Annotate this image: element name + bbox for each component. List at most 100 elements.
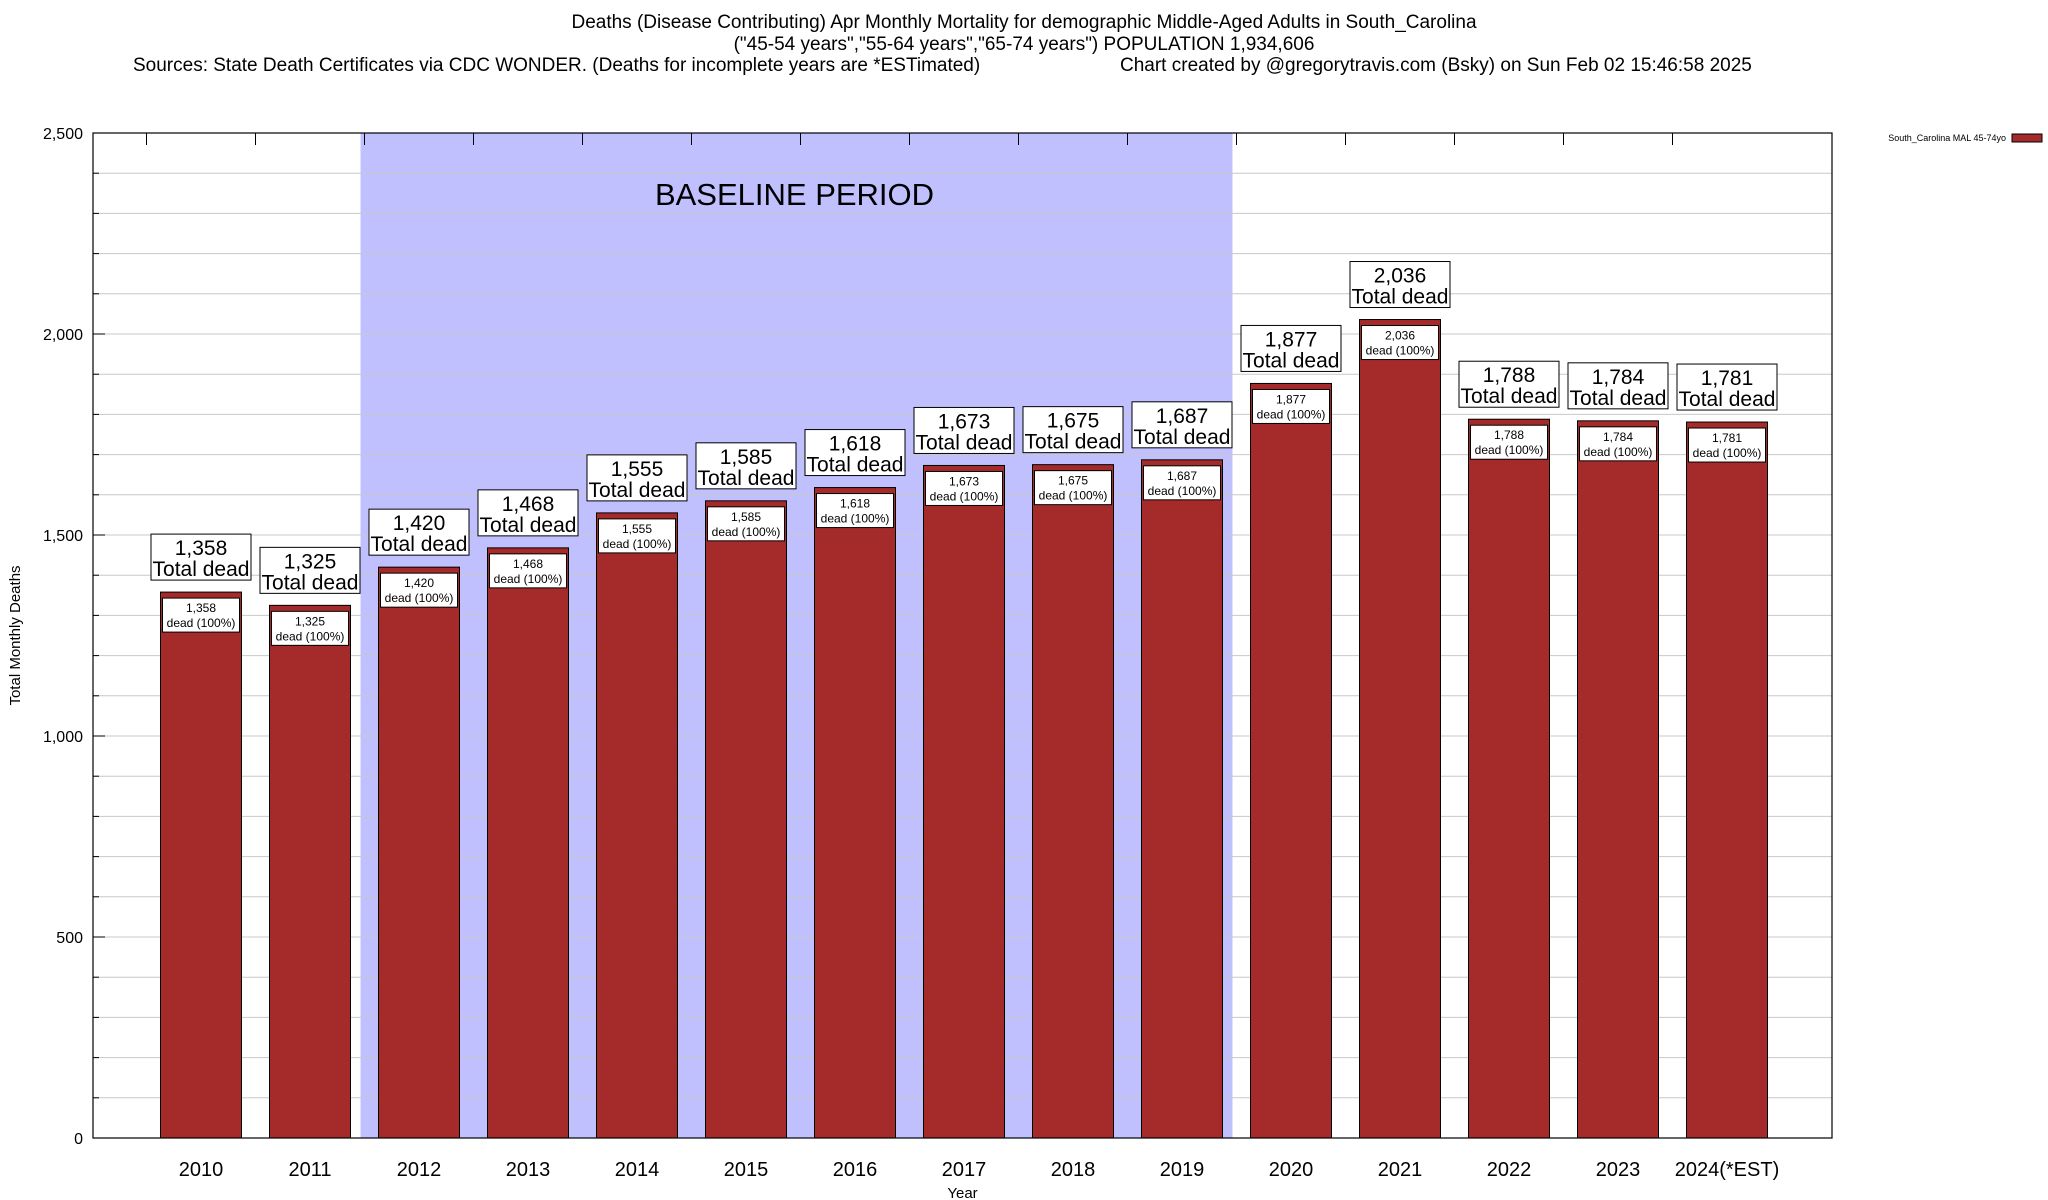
bar-inner-value: 2,036 [1385, 329, 1415, 343]
total-label-text: Total dead [1352, 286, 1449, 309]
total-label-value: 1,325 [284, 550, 337, 573]
chart-subtitle: ("45-54 years","55-64 years","65-74 year… [733, 34, 1315, 55]
total-label-text: Total dead [1461, 385, 1558, 408]
x-tick-label: 2011 [288, 1159, 331, 1181]
total-label-value: 1,675 [1047, 410, 1100, 433]
y-tick-label: 0 [74, 1131, 83, 1148]
bar-inner-label-box [1579, 426, 1657, 462]
bar-2019 [1141, 459, 1223, 1139]
total-label-value: 1,618 [829, 433, 882, 456]
bar-inner-pct: dead (100%) [1584, 445, 1653, 459]
bar-2017 [923, 464, 1005, 1139]
bar-inner-label-box [598, 518, 676, 554]
bar-inner-value: 1,788 [1494, 428, 1524, 442]
bar-inner-pct: dead (100%) [494, 572, 563, 586]
x-tick-label: 2018 [1051, 1159, 1096, 1181]
bar-inner-pct: dead (100%) [930, 489, 999, 503]
total-label-text: Total dead [916, 431, 1013, 454]
total-label-text: Total dead [807, 454, 904, 477]
total-label-box [1240, 324, 1342, 372]
total-label-value: 1,585 [720, 446, 773, 469]
legend-swatch [2011, 133, 2043, 143]
total-label-value: 1,687 [1156, 405, 1209, 428]
bar-inner-value: 1,468 [513, 557, 543, 571]
bar-2021 [1359, 319, 1441, 1139]
bar-inner-pct: dead (100%) [1148, 484, 1217, 498]
total-label-text: Total dead [698, 467, 795, 490]
total-label-box [586, 454, 688, 502]
y-tick-label: 2,500 [43, 126, 83, 143]
bar-inner-pct: dead (100%) [1366, 344, 1435, 358]
bar-2020 [1250, 382, 1332, 1139]
x-tick-label: 2022 [1487, 1159, 1532, 1181]
baseline-label: BASELINE PERIOD [655, 177, 934, 212]
x-tick-label: 2013 [506, 1159, 551, 1181]
y-tick-label: 500 [56, 930, 83, 947]
bar-2022 [1468, 418, 1550, 1139]
x-tick-label: 2024(*EST) [1675, 1159, 1780, 1181]
total-label-value: 1,468 [502, 493, 555, 516]
total-label-box [1349, 261, 1451, 309]
total-label-value: 1,788 [1483, 364, 1536, 387]
total-label-text: Total dead [153, 558, 250, 581]
bar-inner-pct: dead (100%) [1257, 407, 1326, 421]
bar-2018 [1032, 464, 1114, 1139]
bar-inner-label-box [1143, 465, 1221, 501]
bar-inner-pct: dead (100%) [821, 512, 890, 526]
total-label-text: Total dead [1570, 387, 1667, 410]
bar-2023 [1577, 420, 1659, 1139]
bar-2012 [378, 566, 460, 1139]
bar-inner-label-box [162, 597, 240, 633]
y-tick-label: 2,000 [43, 327, 83, 344]
x-tick-label: 2023 [1596, 1159, 1641, 1181]
bar-2010 [160, 591, 242, 1139]
bar-inner-label-box [925, 470, 1003, 506]
bar-inner-value: 1,673 [949, 474, 979, 488]
bar-inner-pct: dead (100%) [1039, 489, 1108, 503]
total-label-box [1567, 362, 1669, 410]
chart-credit: Chart created by @gregorytravis.com (Bsk… [1120, 55, 1752, 76]
total-label-value: 1,673 [938, 410, 991, 433]
total-label-box [913, 406, 1015, 454]
bar-inner-value: 1,675 [1058, 474, 1088, 488]
bar-inner-pct: dead (100%) [1475, 443, 1544, 457]
x-tick-label: 2019 [1160, 1159, 1205, 1181]
bar-inner-value: 1,687 [1167, 469, 1197, 483]
bar-inner-pct: dead (100%) [276, 629, 345, 643]
total-label-box [1022, 406, 1124, 454]
bar-inner-label-box [816, 493, 894, 529]
x-tick-label: 2012 [397, 1159, 442, 1181]
total-label-value: 1,420 [393, 512, 446, 535]
bar-inner-label-box [707, 506, 785, 542]
bar-inner-label-box [1361, 325, 1439, 361]
bar-inner-pct: dead (100%) [603, 537, 672, 551]
bar-inner-value: 1,555 [622, 522, 652, 536]
total-label-box [1458, 360, 1560, 408]
bar-inner-value: 1,781 [1712, 431, 1742, 445]
x-tick-label: 2010 [179, 1159, 224, 1181]
chart-title: Deaths (Disease Contributing) Apr Monthl… [571, 12, 1477, 33]
bar-inner-pct: dead (100%) [385, 591, 454, 605]
bar-inner-label-box [271, 610, 349, 646]
total-label-text: Total dead [262, 571, 359, 594]
bar-2016 [814, 487, 896, 1139]
bar-inner-pct: dead (100%) [1693, 446, 1762, 460]
y-tick-label: 1,500 [43, 528, 83, 545]
total-label-box [804, 429, 906, 477]
legend-label: South_Carolina MAL 45-74yo [1888, 133, 2006, 143]
bar-inner-value: 1,325 [295, 614, 325, 628]
bar-inner-label-box [489, 553, 567, 589]
bar-inner-value: 1,618 [840, 497, 870, 511]
bar-inner-label-box [380, 572, 458, 608]
plot-frame [92, 132, 1833, 1139]
total-label-text: Total dead [1679, 388, 1776, 411]
bar-inner-value: 1,358 [186, 601, 216, 615]
total-label-box [259, 546, 361, 594]
bar-inner-value: 1,585 [731, 510, 761, 524]
total-label-box [1676, 363, 1778, 411]
total-label-box [695, 442, 797, 490]
chart-sources: Sources: State Death Certificates via CD… [133, 55, 981, 76]
total-label-box [477, 489, 579, 537]
x-axis-label: Year [947, 1185, 977, 1200]
total-label-box [1131, 401, 1233, 449]
